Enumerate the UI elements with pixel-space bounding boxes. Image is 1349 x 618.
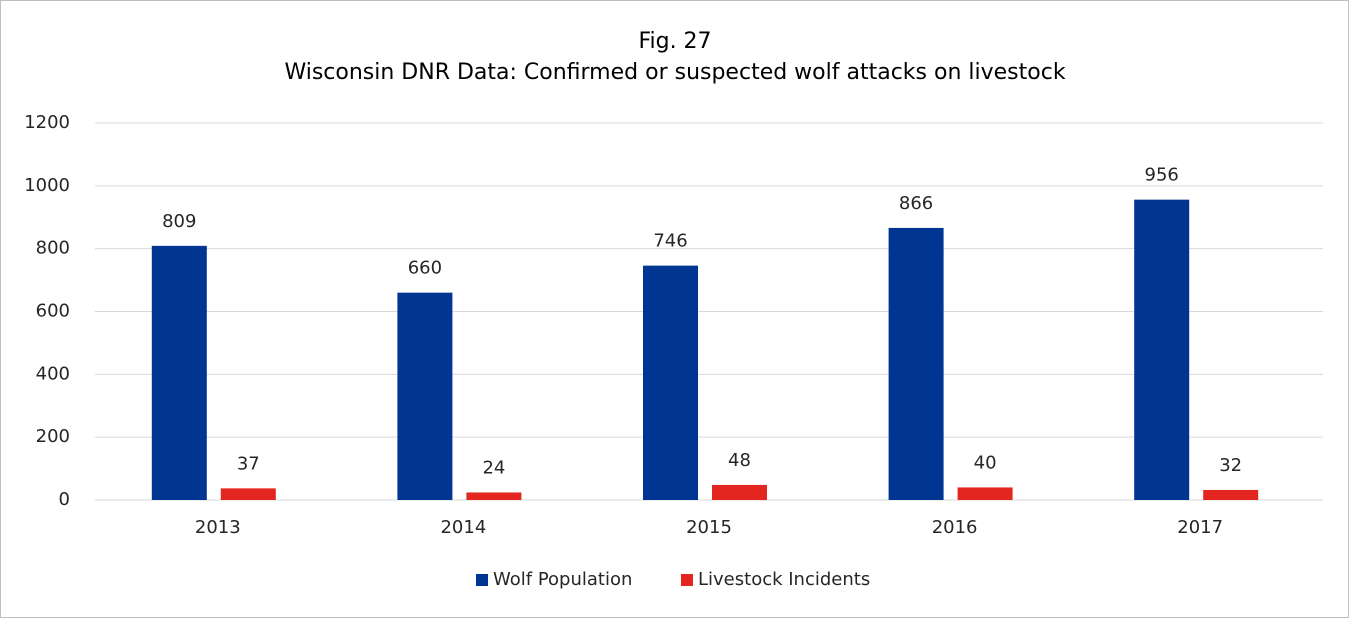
data-label: 48	[728, 450, 751, 471]
legend-label: Livestock Incidents	[698, 569, 870, 590]
bar	[643, 265, 698, 500]
bar	[220, 488, 276, 500]
data-label: 809	[162, 211, 196, 232]
chart-title: Fig. 27	[638, 29, 711, 54]
bar	[466, 492, 522, 500]
bar	[888, 227, 944, 500]
legend-swatch	[476, 574, 488, 586]
y-tick-label: 600	[36, 301, 70, 322]
bar	[712, 484, 767, 500]
x-tick-label: 2013	[195, 517, 241, 538]
y-tick-label: 400	[36, 363, 70, 384]
y-tick-label: 800	[36, 238, 70, 259]
y-tick-label: 200	[36, 426, 70, 447]
y-tick-label: 1000	[24, 175, 70, 196]
data-label: 24	[482, 457, 505, 478]
data-label: 660	[408, 258, 442, 279]
bar	[397, 292, 453, 500]
legend-label: Wolf Population	[493, 569, 632, 590]
data-label: 32	[1219, 455, 1242, 476]
data-label: 866	[899, 193, 933, 214]
data-label: 40	[974, 452, 997, 473]
bar	[957, 487, 1013, 500]
data-label: 746	[653, 231, 687, 252]
y-tick-label: 1200	[24, 112, 70, 133]
x-tick-label: 2017	[1177, 517, 1223, 538]
bar	[1134, 199, 1190, 500]
data-label: 956	[1145, 165, 1179, 186]
legend-swatch	[681, 574, 693, 586]
y-tick-label: 0	[59, 489, 70, 510]
bar	[151, 245, 207, 500]
chart-subtitle: Wisconsin DNR Data: Confirmed or suspect…	[284, 60, 1065, 85]
x-tick-label: 2014	[440, 517, 486, 538]
data-label: 37	[237, 453, 260, 474]
x-tick-label: 2016	[932, 517, 978, 538]
bar	[1203, 489, 1259, 500]
x-tick-label: 2015	[686, 517, 732, 538]
